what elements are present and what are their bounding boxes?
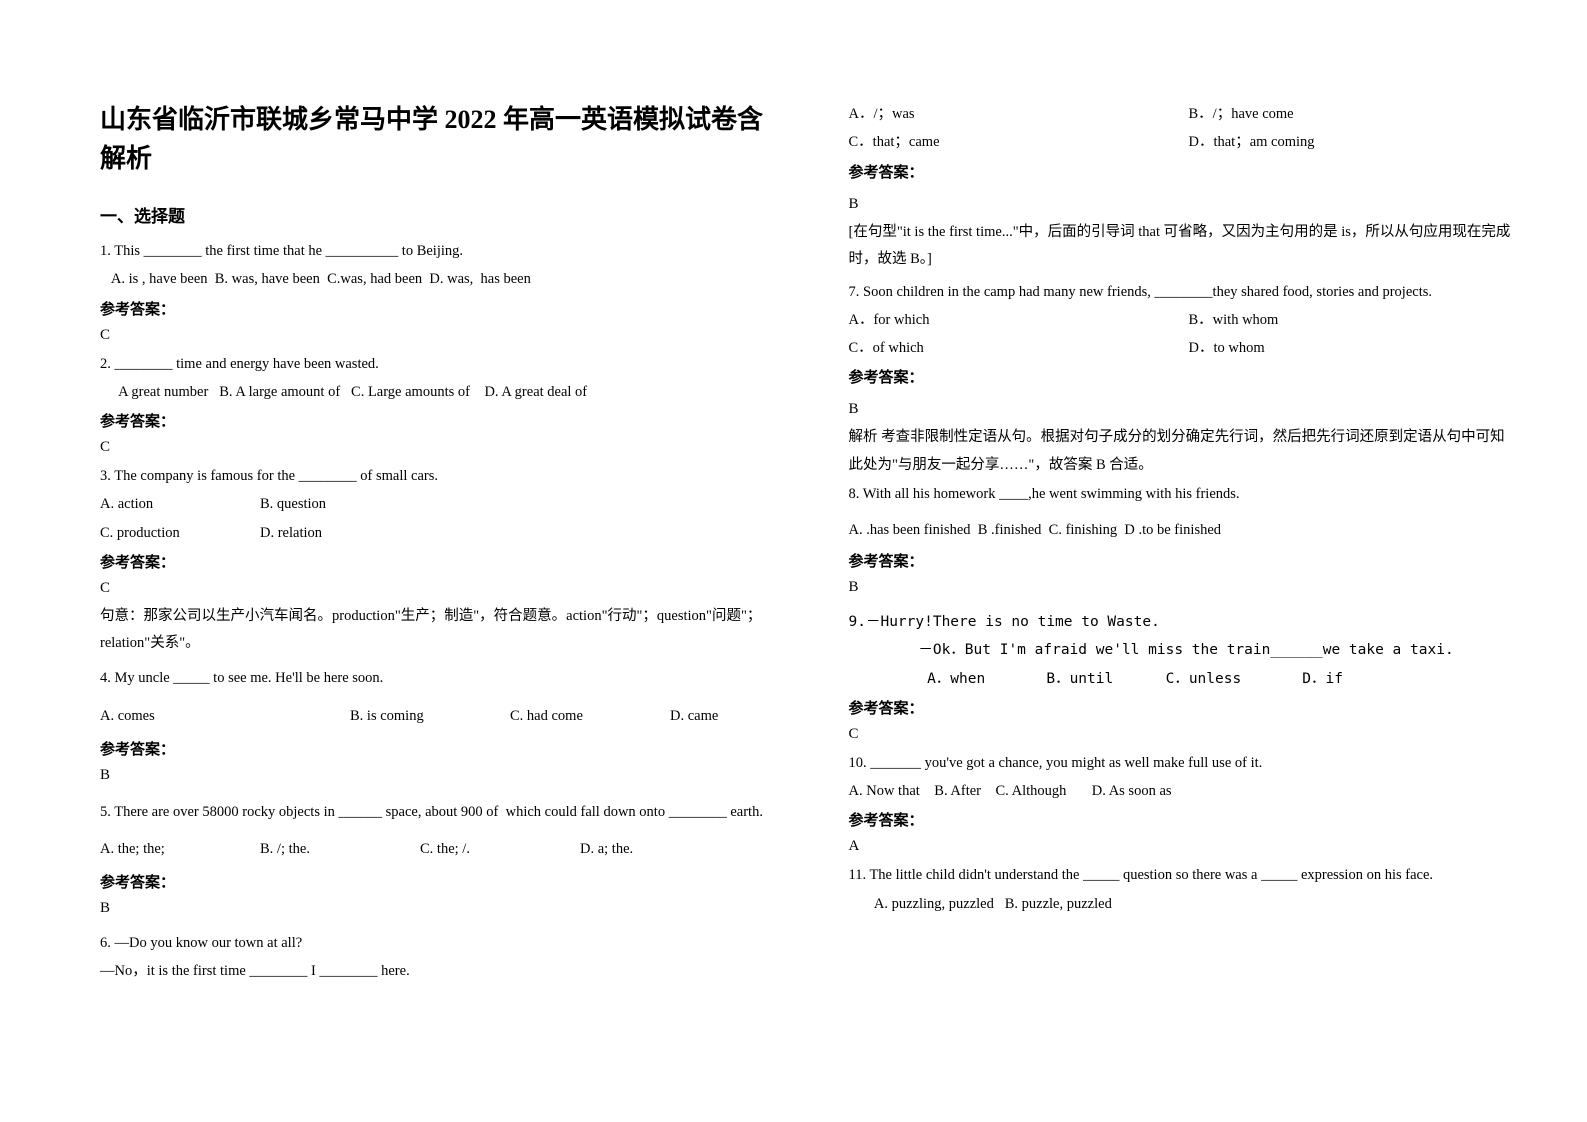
q6-options-row2: C．that；came D．that；am coming [849,128,1518,156]
q3-opt-b: B. question [260,490,326,518]
q9-options: A．when B．until C．unless D．if [849,665,1518,693]
q10-stem: 10. _______ you've got a chance, you mig… [849,749,1518,777]
q6-opt-a: A．/；was [849,100,1189,128]
q1-stem: 1. This ________ the first time that he … [100,237,769,265]
q4-opt-a: A. comes [100,702,350,730]
q6-answer: B [849,196,1518,213]
answer-label: 参考答案： [849,161,1518,182]
q4-stem: 4. My uncle _____ to see me. He'll be he… [100,664,769,692]
q2-options: A great number B. A large amount of C. L… [100,378,769,406]
right-column: A．/；was B．/；have come C．that；came D．that… [849,100,1518,1082]
q10-answer: A [849,838,1518,855]
q7-opt-a: A．for which [849,306,1189,334]
q3-opt-a: A. action [100,490,260,518]
q5-opt-d: D. a; the. [580,835,633,863]
section-head-mcq: 一、选择题 [100,202,769,227]
q6-stem-line1: 6. —Do you know our town at all? [100,929,769,957]
q5-opt-b: B. /; the. [260,835,420,863]
q6-opt-c: C．that；came [849,128,1189,156]
q7-stem: 7. Soon children in the camp had many ne… [849,278,1518,306]
spacer [849,508,1518,516]
q5-opt-a: A. the; the; [100,835,260,863]
q3-opt-d: D. relation [260,519,322,547]
exam-title: 山东省临沂市联城乡常马中学 2022 年高一英语模拟试卷含解析 [100,100,769,178]
q3-opt-c: C. production [100,519,260,547]
q4-options: A. comes B. is coming C. had come D. cam… [100,702,769,730]
answer-label: 参考答案： [100,871,769,892]
q4-opt-d: D. came [670,702,718,730]
q10-options: A. Now that B. After C. Although D. As s… [849,777,1518,805]
q6-explanation: [在句型"it is the first time..."中，后面的引导词 th… [849,219,1518,274]
left-column: 山东省临沂市联城乡常马中学 2022 年高一英语模拟试卷含解析 一、选择题 1.… [100,100,769,1082]
q2-stem: 2. ________ time and energy have been wa… [100,350,769,378]
q1-options: A. is , have been B. was, have been C.wa… [100,265,769,293]
answer-label: 参考答案： [100,738,769,759]
answer-label: 参考答案： [100,551,769,572]
answer-label: 参考答案： [849,366,1518,387]
q7-opt-b: B．with whom [1189,306,1279,334]
q11-options: A. puzzling, puzzled B. puzzle, puzzled [849,890,1518,918]
q5-stem: 5. There are over 58000 rocky objects in… [100,798,769,826]
q3-options-row1: A. action B. question [100,490,769,518]
q7-options-row1: A．for which B．with whom [849,306,1518,334]
q6-options-row1: A．/；was B．/；have come [849,100,1518,128]
q4-opt-b: B. is coming [350,702,510,730]
q3-answer: C [100,580,769,597]
spacer [849,186,1518,192]
q5-opt-c: C. the; /. [420,835,580,863]
q7-answer: B [849,401,1518,418]
q9-stem-line1: 9.－Hurry!There is no time to Waste. [849,608,1518,636]
answer-label: 参考答案： [100,410,769,431]
q7-options-row2: C．of which D．to whom [849,334,1518,362]
q7-explanation: 解析 考查非限制性定语从句。根据对句子成分的划分确定先行词，然后把先行词还原到定… [849,424,1518,479]
q2-answer: C [100,439,769,456]
q1-answer: C [100,327,769,344]
q8-stem: 8. With all his homework ____,he went sw… [849,480,1518,508]
spacer [100,692,769,702]
q9-answer: C [849,726,1518,743]
answer-label: 参考答案： [849,809,1518,830]
answer-label: 参考答案： [100,298,769,319]
q6-opt-d: D．that；am coming [1189,128,1315,156]
q6-stem-line2: —No，it is the first time ________ I ____… [100,957,769,985]
q11-stem: 11. The little child didn't understand t… [849,861,1518,889]
q6-opt-b: B．/；have come [1189,100,1294,128]
spacer [100,827,769,835]
q8-answer: B [849,579,1518,596]
q4-opt-c: C. had come [510,702,670,730]
q7-opt-d: D．to whom [1189,334,1265,362]
q9-stem-line2: －Ok．But I'm afraid we'll miss the train_… [849,636,1518,664]
q5-answer: B [100,900,769,917]
q3-stem: 3. The company is famous for the _______… [100,462,769,490]
q7-opt-c: C．of which [849,334,1189,362]
q8-options: A. .has been finished B .finished C. fin… [849,516,1518,544]
q3-options-row2: C. production D. relation [100,519,769,547]
q4-answer: B [100,767,769,784]
spacer [849,391,1518,397]
q3-explanation: 句意：那家公司以生产小汽车闻名。production"生产；制造"，符合题意。a… [100,603,769,658]
q5-options: A. the; the; B. /; the. C. the; /. D. a;… [100,835,769,863]
spacer [100,790,769,798]
answer-label: 参考答案： [849,550,1518,571]
answer-label: 参考答案： [849,697,1518,718]
